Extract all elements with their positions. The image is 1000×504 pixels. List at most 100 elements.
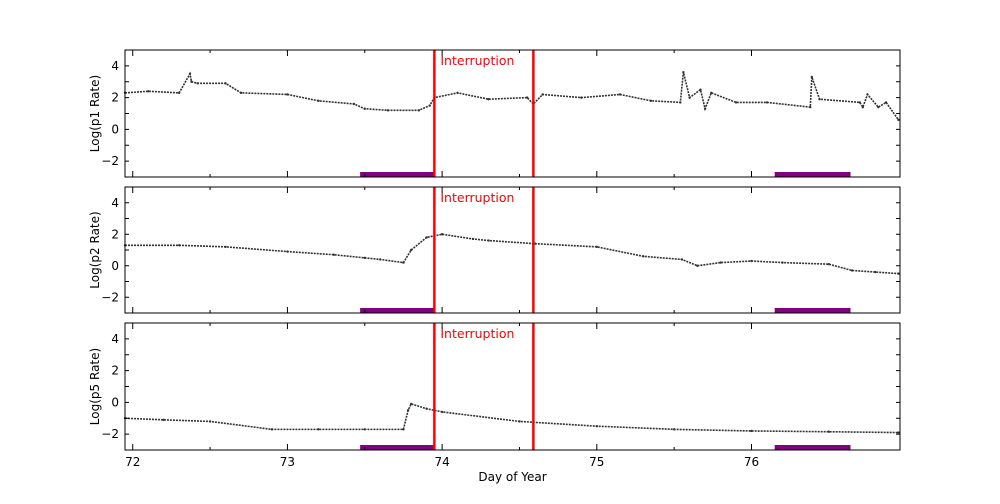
axes-frame	[124, 186, 901, 314]
data-point	[580, 96, 583, 99]
data-point	[332, 253, 336, 256]
data-point	[425, 407, 428, 410]
shaded-interval	[360, 172, 435, 177]
data-point	[518, 420, 521, 423]
data-point	[696, 264, 699, 267]
data-point	[224, 245, 227, 249]
data-point	[286, 250, 289, 253]
data-point	[809, 105, 812, 109]
data-point	[162, 418, 165, 422]
y-tick-label: 4	[111, 196, 119, 210]
axes-frame	[124, 322, 901, 451]
data-point	[417, 109, 421, 112]
x-tick-label: 73	[280, 455, 295, 469]
interruption-label: Interruption	[440, 326, 514, 341]
data-point	[642, 255, 645, 258]
data-point	[719, 261, 722, 264]
data-point	[750, 429, 753, 433]
data-point	[827, 430, 831, 433]
data-point	[877, 105, 880, 109]
data-point	[710, 91, 713, 95]
data-point	[679, 101, 682, 104]
data-point	[440, 410, 444, 414]
data-point	[672, 428, 676, 431]
data-point	[352, 102, 356, 106]
y-tick-label: 2	[111, 227, 119, 241]
panel-3: Interruption −2 0 2 4 Log(p5 Rate) 72 73 74 75 76 D…	[88, 322, 901, 484]
y-tick-label: −2	[101, 154, 119, 168]
y-tick-label: 4	[111, 59, 119, 73]
data-point	[177, 91, 181, 95]
data-point	[190, 80, 193, 83]
data-point	[147, 90, 150, 93]
data-point	[196, 82, 199, 85]
y-tick-label: 4	[111, 332, 119, 346]
data-point	[680, 258, 684, 261]
y-tick-label: 2	[111, 364, 119, 378]
data-point	[286, 93, 289, 96]
data-point	[682, 71, 685, 74]
x-axis-label: Day of Year	[478, 470, 546, 484]
data-point	[428, 104, 431, 107]
y-tick-label: −2	[101, 290, 119, 304]
data-point	[649, 99, 653, 103]
data-point	[239, 91, 243, 95]
y-tick-label: −2	[101, 427, 119, 441]
data-point	[781, 261, 784, 264]
data-point	[884, 101, 888, 104]
shaded-interval	[774, 308, 851, 313]
y-tick-label: 0	[111, 259, 119, 273]
data-point	[850, 269, 854, 272]
axes-frame	[124, 49, 901, 178]
y-tick-label: 2	[111, 91, 119, 105]
data-point	[703, 107, 707, 110]
data-point	[541, 93, 544, 96]
data-point	[874, 270, 877, 274]
shaded-interval	[774, 172, 851, 177]
data-point	[363, 256, 366, 260]
data-point	[618, 93, 622, 96]
data-point	[270, 428, 274, 431]
data-point	[765, 101, 769, 104]
data-point	[386, 109, 390, 112]
shaded-interval	[360, 308, 435, 313]
data-point	[750, 259, 753, 263]
x-tick-label: 72	[125, 455, 140, 469]
data-point	[688, 96, 691, 99]
interruption-label: Interruption	[440, 53, 514, 68]
data-point	[861, 105, 865, 109]
y-tick-label: 0	[111, 122, 119, 136]
data-point	[810, 75, 814, 79]
y-axis-label: Log(p1 Rate)	[88, 75, 102, 152]
data-point	[363, 107, 366, 110]
y-axis-label: Log(p2 Rate)	[88, 211, 102, 288]
data-point	[402, 261, 405, 264]
data-point	[525, 96, 529, 99]
data-point	[406, 409, 410, 412]
data-point	[858, 101, 861, 104]
data-point	[897, 118, 900, 122]
interruption-label: Interruption	[440, 190, 514, 205]
data-point	[456, 91, 459, 95]
data-point	[827, 262, 831, 266]
data-point	[188, 72, 192, 76]
data-point	[409, 248, 413, 252]
data-point	[440, 233, 444, 236]
data-point	[595, 424, 599, 428]
data-point	[595, 245, 599, 249]
data-point	[897, 431, 900, 434]
shaded-interval	[774, 445, 851, 450]
data-series-line	[125, 233, 899, 275]
data-point	[409, 402, 413, 406]
data-point	[177, 244, 181, 247]
data-point	[818, 98, 821, 101]
x-tick-label: 75	[589, 455, 604, 469]
data-point	[208, 420, 212, 423]
data-point	[487, 239, 490, 242]
y-axis-label: Log(p5 Rate)	[88, 348, 102, 425]
data-point	[224, 82, 227, 85]
data-point	[487, 98, 490, 101]
data-point	[425, 236, 428, 239]
